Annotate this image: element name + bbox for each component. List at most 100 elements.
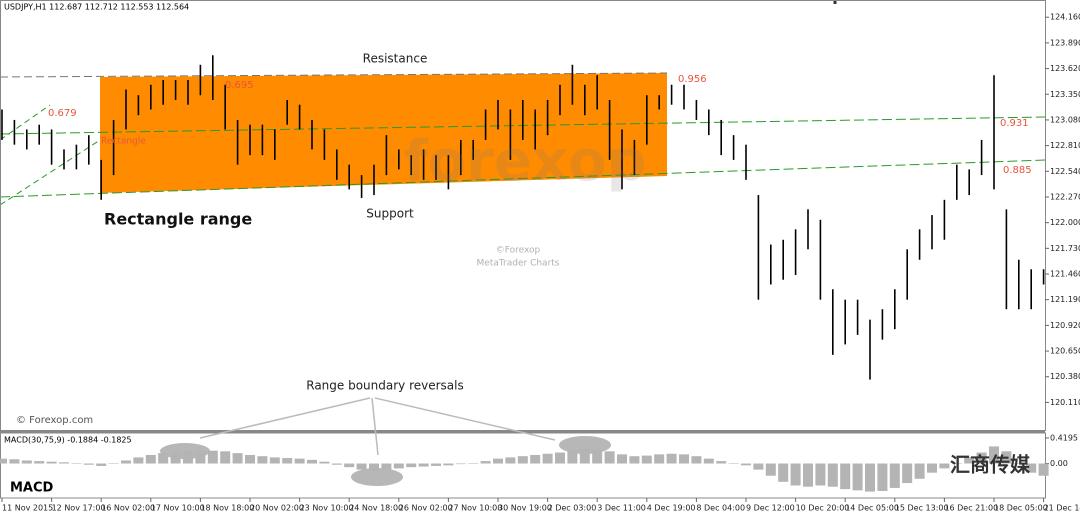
macd-bar <box>666 453 677 464</box>
x-tick-label: 21 Dec 14:00 <box>1044 504 1080 513</box>
y-tick-label: 121.190 <box>1050 295 1080 304</box>
macd-bar <box>145 454 156 464</box>
macd-bar <box>0 458 7 464</box>
macd-bar <box>790 463 801 486</box>
macd-bar <box>567 450 578 464</box>
macd-bar <box>1038 463 1049 476</box>
macd-bar <box>468 463 479 465</box>
annotation: Resistance <box>363 52 428 66</box>
x-tick-label: 16 Nov 02:00 <box>101 504 155 513</box>
x-tick-label: 26 Nov 02:00 <box>399 504 453 513</box>
macd-bar <box>46 461 57 464</box>
y-tick-label: 120.380 <box>1050 372 1080 381</box>
macd-bar <box>9 459 20 464</box>
annotation: 汇商传媒 <box>950 453 1031 477</box>
y-tick-label: 122.540 <box>1050 167 1080 176</box>
macd-bar <box>331 463 342 465</box>
reversal-highlight <box>351 468 403 486</box>
macd-bar <box>418 463 429 467</box>
macd-bar <box>195 451 206 464</box>
arrows <box>199 397 556 456</box>
macd-bar <box>927 463 937 473</box>
macd-bar <box>964 457 975 464</box>
macd-bar <box>679 454 689 464</box>
macd-bar <box>257 456 268 464</box>
y-tick-label: 121.460 <box>1050 270 1080 279</box>
macd-bar <box>1001 451 1012 464</box>
arrow <box>374 397 556 441</box>
macd-bar <box>505 457 516 464</box>
macd-bar <box>703 458 714 464</box>
macd-bar <box>431 463 441 466</box>
macd-bar <box>604 451 615 464</box>
chart-title: USDJPY,H1 112.687 112.712 112.553 112.56… <box>4 3 189 12</box>
x-tick-label: 14 Dec 05:00 <box>845 504 899 513</box>
macd-bar <box>852 463 863 491</box>
x-tick-label: 30 Nov 19:00 <box>498 504 552 513</box>
y-tick-label: 122.810 <box>1050 141 1080 150</box>
y-tick-label: 124.160 <box>1050 13 1080 22</box>
macd-bar <box>443 463 454 466</box>
annotation: Support <box>366 207 414 221</box>
macd-bar <box>517 456 528 464</box>
macd-bar <box>34 461 45 464</box>
annotation: 0.956 <box>678 74 707 85</box>
annotation: 0.931 <box>1000 118 1029 129</box>
macd-bar <box>108 463 119 465</box>
macd-bar <box>778 463 789 482</box>
macd-title: MACD(30,75,9) -0.1884 -0.1825 <box>4 436 132 445</box>
macd-bar <box>691 456 702 464</box>
macd-bar <box>183 451 193 464</box>
macd-bar <box>1013 463 1024 465</box>
x-tick-label: 9 Dec 12:00 <box>746 504 795 513</box>
macd-bar <box>369 463 379 471</box>
macd-bar <box>121 460 131 464</box>
x-tick-label: 18 Dec 05:00 <box>994 504 1048 513</box>
x-tick-label: 11 Nov 2015 <box>2 504 53 513</box>
y-tick-label: 123.620 <box>1050 64 1080 73</box>
annotation: 0.695 <box>225 80 254 91</box>
x-tick-label: 10 Dec 20:00 <box>796 504 850 513</box>
macd-bar <box>753 463 764 470</box>
macd-bar <box>542 453 553 464</box>
macd-bar <box>393 463 404 469</box>
x-tick-label: 12 Nov 17:00 <box>52 504 106 513</box>
macd-bar <box>83 463 94 465</box>
macd-bar <box>406 463 417 468</box>
arrow <box>199 397 371 439</box>
macd-bar <box>71 463 82 465</box>
macd-bar <box>232 453 243 464</box>
macd-bar <box>294 458 305 464</box>
macd-bar <box>654 454 665 464</box>
x-tick-label: 18 Nov 18:00 <box>200 504 254 513</box>
macd-bar <box>356 463 367 470</box>
x-tick-label: 27 Nov 10:00 <box>448 504 502 513</box>
macd-bar <box>716 461 727 464</box>
annotation: Rectangle range <box>104 210 252 229</box>
trend-line <box>0 104 51 141</box>
macd-bar <box>133 457 144 464</box>
x-tick-label: 15 Dec 13:00 <box>895 504 949 513</box>
y-tick-label: 123.080 <box>1050 115 1080 124</box>
macd-bar <box>269 457 280 464</box>
annotation: Range boundary reversals <box>306 379 464 393</box>
macd-bar <box>914 463 925 479</box>
trend-line <box>0 159 1046 198</box>
macd-bar <box>765 463 776 476</box>
x-tick-label: 8 Dec 04:00 <box>696 504 745 513</box>
macd-bar <box>827 463 838 487</box>
macd-bar <box>59 462 69 464</box>
macd-bar <box>480 461 491 464</box>
macd-bar <box>889 463 900 488</box>
macd-bar <box>728 463 739 465</box>
annotation: MetaTrader Charts <box>477 259 560 269</box>
rectangle-range <box>100 73 667 193</box>
macd-bar <box>245 454 255 464</box>
macd-label: MACD <box>10 481 54 496</box>
resistance-line <box>0 72 668 78</box>
macd-bar <box>381 463 392 470</box>
macd-bar <box>170 451 181 464</box>
x-tick-label: 3 Dec 11:00 <box>597 504 646 513</box>
macd-bar <box>307 459 317 464</box>
macd-bar <box>865 463 875 492</box>
